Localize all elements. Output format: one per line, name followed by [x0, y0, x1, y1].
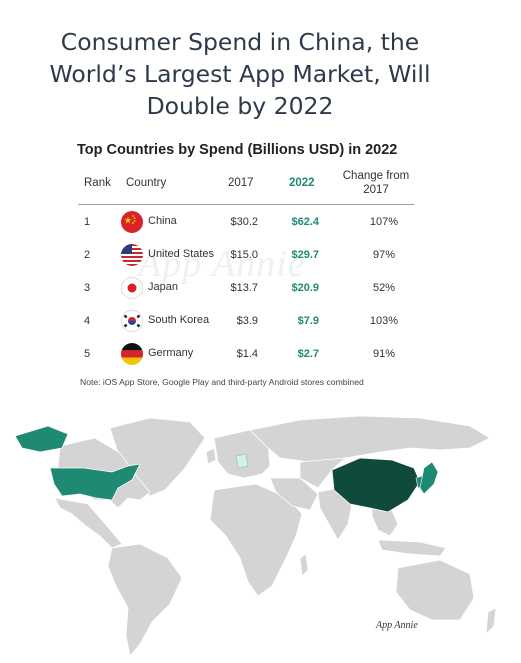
country-cell: South Korea: [148, 314, 210, 326]
change-cell: 52%: [372, 281, 396, 294]
indonesia-shape: [377, 539, 447, 557]
change-cell: 107%: [369, 215, 399, 228]
mexico-shape: [54, 497, 123, 549]
table-title: Top Countries by Spend (Billions USD) in…: [77, 142, 398, 158]
value-2022-cell: $29.7: [291, 248, 319, 261]
china-shape: [331, 457, 421, 513]
header-change: Change from 2017: [342, 170, 410, 196]
header-rank: Rank: [84, 177, 111, 189]
rank-cell: 2: [84, 248, 91, 261]
rank-cell: 5: [84, 347, 91, 360]
rank-cell: 3: [84, 281, 91, 294]
value-2017-cell: $13.7: [230, 281, 258, 294]
country-cell: China: [148, 215, 177, 227]
germany-flag-icon: [121, 337, 143, 370]
value-2017-cell: $3.9: [236, 314, 258, 327]
madagascar-shape: [299, 553, 309, 577]
change-cell: 103%: [369, 314, 399, 327]
header-2022: 2022: [289, 177, 315, 189]
uk-shape: [205, 447, 217, 465]
rank-cell: 1: [84, 215, 91, 228]
value-2022-cell: $2.7: [297, 347, 319, 360]
change-cell: 91%: [372, 347, 396, 360]
usa-shape: [49, 463, 141, 501]
country-cell: Germany: [148, 347, 194, 359]
japan-flag-icon: [121, 271, 143, 304]
value-2022-cell: $62.4: [291, 215, 319, 228]
table-row: 2 United States $15.0 $29.7 97%: [78, 238, 414, 271]
change-cell: 97%: [372, 248, 396, 261]
footnote: Note: iOS App Store, Google Play and thi…: [80, 377, 364, 387]
table-header: Rank Country 2017 2022 Change from 2017: [78, 167, 414, 205]
value-2017-cell: $15.0: [230, 248, 258, 261]
header-country: Country: [126, 177, 167, 189]
new-zealand-shape: [485, 607, 497, 636]
watermark-logo: App Annie: [138, 243, 306, 285]
brand-logo: App Annie: [376, 620, 418, 631]
table-row: 4 South Korea $3.9 $7.9 103%: [78, 304, 414, 337]
japan-shape: [419, 461, 439, 495]
value-2022-cell: $7.9: [297, 314, 319, 327]
rank-cell: 4: [84, 314, 91, 327]
usa-flag-icon: [121, 238, 143, 271]
central-asia-shape: [299, 457, 347, 489]
value-2022-cell: $20.9: [291, 281, 319, 294]
south-korea-flag-icon: [121, 304, 143, 337]
table-row: 3 Japan $13.7 $20.9 52%: [78, 271, 414, 304]
world-map: [14, 415, 497, 657]
country-cell: United States: [148, 248, 215, 260]
header-2017: 2017: [228, 177, 254, 189]
russia-shape: [249, 415, 491, 463]
south-america-shape: [107, 543, 183, 657]
germany-shape: [235, 453, 249, 469]
headline: Consumer Spend in China, the World’s Lar…: [49, 28, 431, 120]
value-2017-cell: $1.4: [236, 347, 258, 360]
country-cell: Japan: [148, 281, 178, 293]
alaska-shape: [14, 425, 69, 453]
australia-shape: [395, 559, 475, 621]
china-flag-icon: [121, 205, 143, 238]
table-row: 5 Germany $1.4 $2.7 91%: [78, 337, 414, 370]
table-row: 1 China $30.2 $62.4 107%: [78, 205, 414, 238]
value-2017-cell: $30.2: [230, 215, 258, 228]
